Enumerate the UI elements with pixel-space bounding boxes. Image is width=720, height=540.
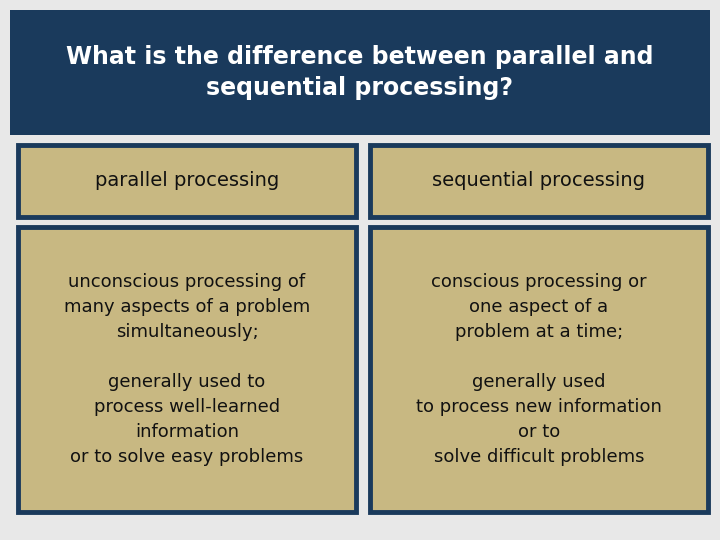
Text: What is the difference between parallel and
sequential processing?: What is the difference between parallel …	[66, 45, 654, 100]
Bar	[18, 145, 356, 217]
Text: unconscious processing of
many aspects of a problem
simultaneously;

generally u: unconscious processing of many aspects o…	[64, 273, 310, 466]
Text: sequential processing: sequential processing	[433, 172, 646, 191]
Bar	[370, 227, 708, 512]
Bar	[370, 145, 708, 217]
Text: conscious processing or
one aspect of a
problem at a time;

generally used
to pr: conscious processing or one aspect of a …	[416, 273, 662, 466]
Bar	[10, 10, 710, 135]
Text: parallel processing: parallel processing	[95, 172, 279, 191]
Bar	[18, 227, 356, 512]
